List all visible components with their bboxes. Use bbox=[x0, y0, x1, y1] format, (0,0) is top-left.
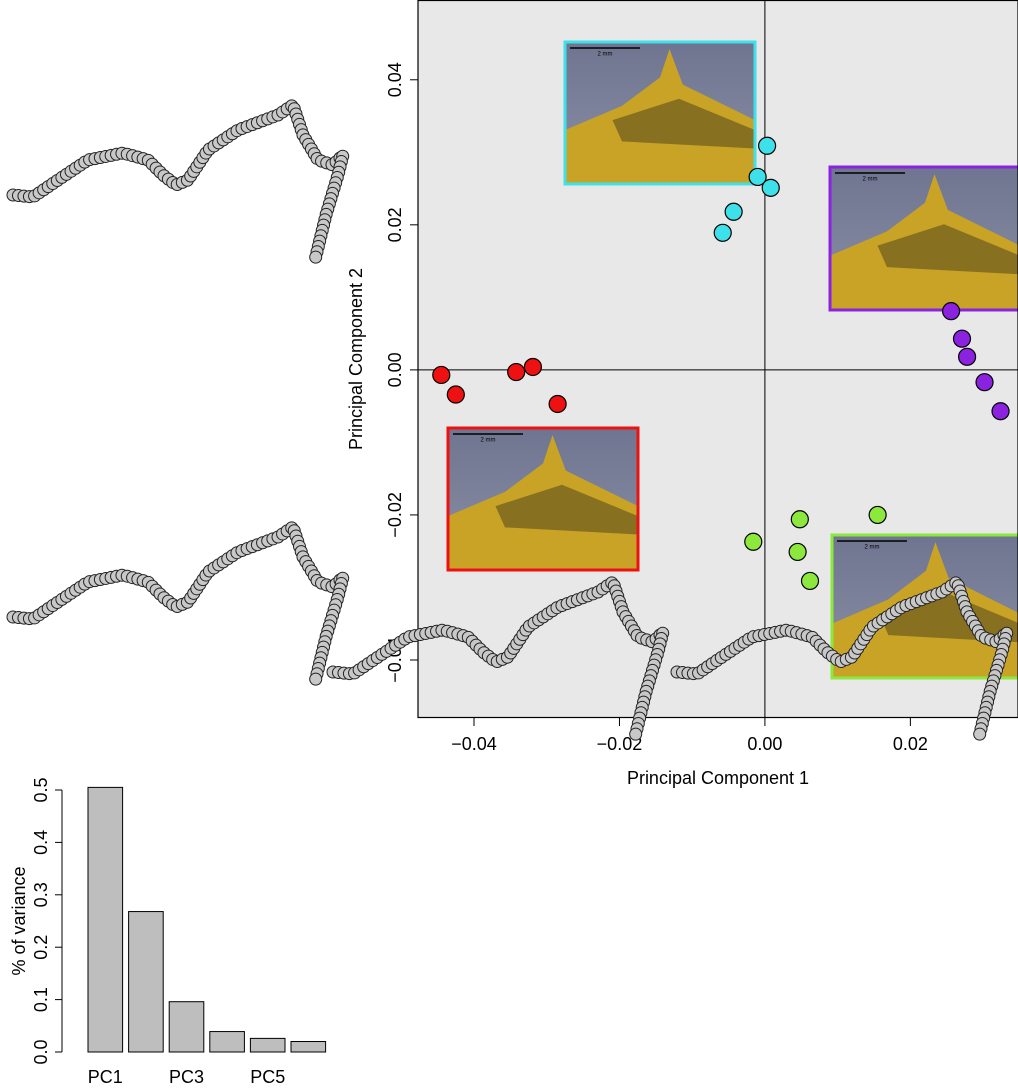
shape-outline bbox=[7, 522, 349, 685]
bar bbox=[169, 1002, 204, 1052]
point bbox=[433, 366, 450, 383]
x-axis-title: Principal Component 1 bbox=[627, 768, 809, 788]
point bbox=[725, 203, 742, 220]
y-axis-title: % of variance bbox=[9, 866, 29, 975]
point bbox=[959, 348, 976, 365]
y-tick-label: 0.2 bbox=[31, 935, 51, 960]
x-tick-label: PC5 bbox=[250, 1067, 285, 1087]
bar bbox=[210, 1032, 245, 1052]
point bbox=[714, 224, 731, 241]
bar bbox=[129, 912, 164, 1052]
bar bbox=[291, 1042, 326, 1052]
landmark bbox=[974, 728, 986, 740]
y-tick-label: 0.5 bbox=[31, 777, 51, 802]
point bbox=[976, 374, 993, 391]
inset-photo: 2 mm bbox=[448, 428, 638, 570]
scale-label: 2 mm bbox=[481, 438, 496, 444]
x-tick-label: 0.02 bbox=[893, 734, 928, 754]
bar bbox=[88, 787, 123, 1052]
shape-outline bbox=[7, 100, 349, 263]
point bbox=[762, 179, 779, 196]
point bbox=[943, 303, 960, 320]
point bbox=[789, 543, 806, 560]
landmark bbox=[630, 728, 642, 740]
point bbox=[524, 358, 541, 375]
point bbox=[508, 364, 525, 381]
inset-photo: 2 mm bbox=[830, 167, 1018, 310]
point bbox=[791, 511, 808, 528]
y-tick-label: 0.00 bbox=[385, 352, 405, 387]
x-tick-label: PC1 bbox=[88, 1067, 123, 1087]
point bbox=[759, 137, 776, 154]
y-tick-label: 0.4 bbox=[31, 830, 51, 855]
y-tick-label: 0.02 bbox=[385, 207, 405, 242]
scale-label: 2 mm bbox=[598, 52, 613, 58]
x-tick-label: 0.00 bbox=[747, 734, 782, 754]
inset-photo: 2 mm bbox=[565, 42, 755, 184]
y-tick-label: 0.0 bbox=[31, 1039, 51, 1064]
point bbox=[447, 386, 464, 403]
scale-label: 2 mm bbox=[865, 545, 880, 551]
x-tick-label: PC3 bbox=[169, 1067, 204, 1087]
figure: 2 mm2 mm2 mm2 mm−0.04−0.020.000.02−0.04−… bbox=[0, 0, 1018, 1090]
point bbox=[549, 395, 566, 412]
point bbox=[745, 533, 762, 550]
landmark bbox=[310, 251, 322, 263]
x-tick-label: −0.04 bbox=[451, 734, 497, 754]
point bbox=[869, 506, 886, 523]
scale-label: 2 mm bbox=[863, 177, 878, 183]
point bbox=[802, 572, 819, 589]
y-tick-label: 0.3 bbox=[31, 882, 51, 907]
point bbox=[954, 330, 971, 347]
landmark bbox=[310, 673, 322, 685]
y-tick-label: 0.04 bbox=[385, 62, 405, 97]
bar bbox=[250, 1038, 285, 1052]
y-tick-label: −0.02 bbox=[385, 492, 405, 538]
y-axis-title: Principal Component 2 bbox=[346, 268, 366, 450]
point bbox=[992, 403, 1009, 420]
y-tick-label: 0.1 bbox=[31, 987, 51, 1012]
